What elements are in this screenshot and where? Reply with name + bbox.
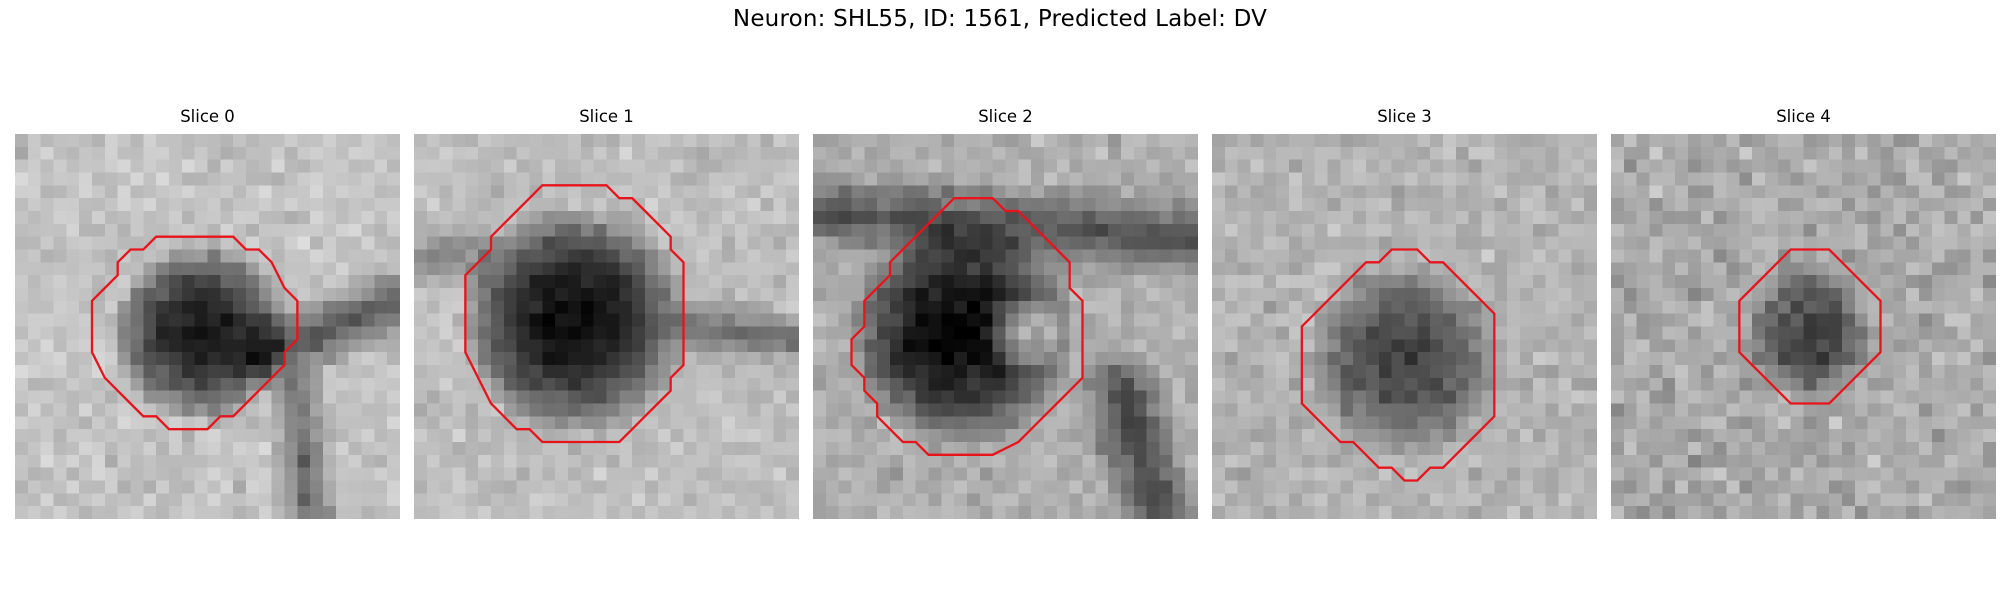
neuron-contour xyxy=(1738,248,1882,405)
panel-title: Slice 3 xyxy=(1377,107,1432,126)
panel-title: Slice 4 xyxy=(1776,107,1831,126)
neuron-contour xyxy=(850,197,1084,456)
panel-title: Slice 1 xyxy=(579,107,634,126)
contour-outline xyxy=(850,197,1084,456)
figure-suptitle: Neuron: SHL55, ID: 1561, Predicted Label… xyxy=(732,6,1268,32)
contour-outline xyxy=(464,184,685,444)
neuron-contour xyxy=(1300,248,1496,482)
neuron-contour xyxy=(90,235,299,431)
microscopy-image xyxy=(15,134,400,519)
microscopy-image xyxy=(1212,134,1597,519)
panel-title: Slice 0 xyxy=(180,107,235,126)
contour-outline xyxy=(1738,248,1882,405)
panel-title: Slice 2 xyxy=(978,107,1033,126)
contour-outline xyxy=(90,235,299,431)
microscopy-image xyxy=(1611,134,1996,519)
contour-outline xyxy=(1300,248,1496,482)
neuron-contour xyxy=(464,184,685,444)
microscopy-image xyxy=(414,134,799,519)
microscopy-image xyxy=(813,134,1198,519)
